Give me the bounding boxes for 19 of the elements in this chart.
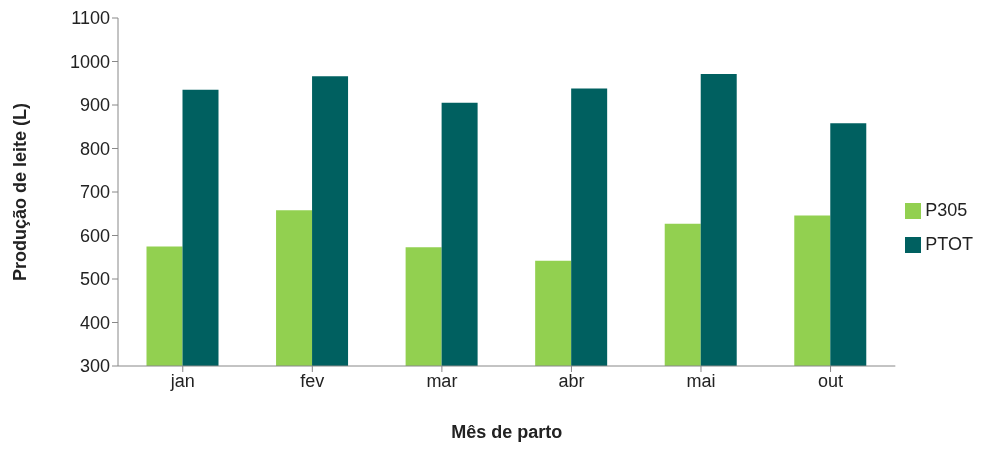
x-tick-label: out	[818, 370, 844, 391]
y-tick-label: 300	[79, 356, 110, 377]
y-tick-label: 500	[79, 269, 110, 290]
legend-label: P305	[925, 200, 968, 220]
x-axis-title: Mês de parto	[451, 422, 563, 442]
y-tick-label: 1100	[71, 8, 110, 29]
x-tick-label: abr	[558, 370, 585, 391]
legend-label: PTOT	[925, 234, 973, 254]
y-tick-label: 600	[79, 225, 110, 246]
y-tick-label: 700	[79, 182, 110, 203]
y-tick-label: 400	[79, 312, 110, 333]
y-tick-label: 900	[79, 95, 110, 116]
y-axis-title: Produção de leite (L)	[10, 102, 31, 282]
x-tick-label: jan	[169, 370, 195, 391]
x-tick-label: fev	[300, 370, 325, 391]
y-tick-label: 1000	[69, 51, 110, 72]
x-tick-label: mar	[426, 370, 458, 391]
x-tick-label: mai	[686, 370, 716, 391]
y-tick-label: 800	[79, 138, 110, 159]
